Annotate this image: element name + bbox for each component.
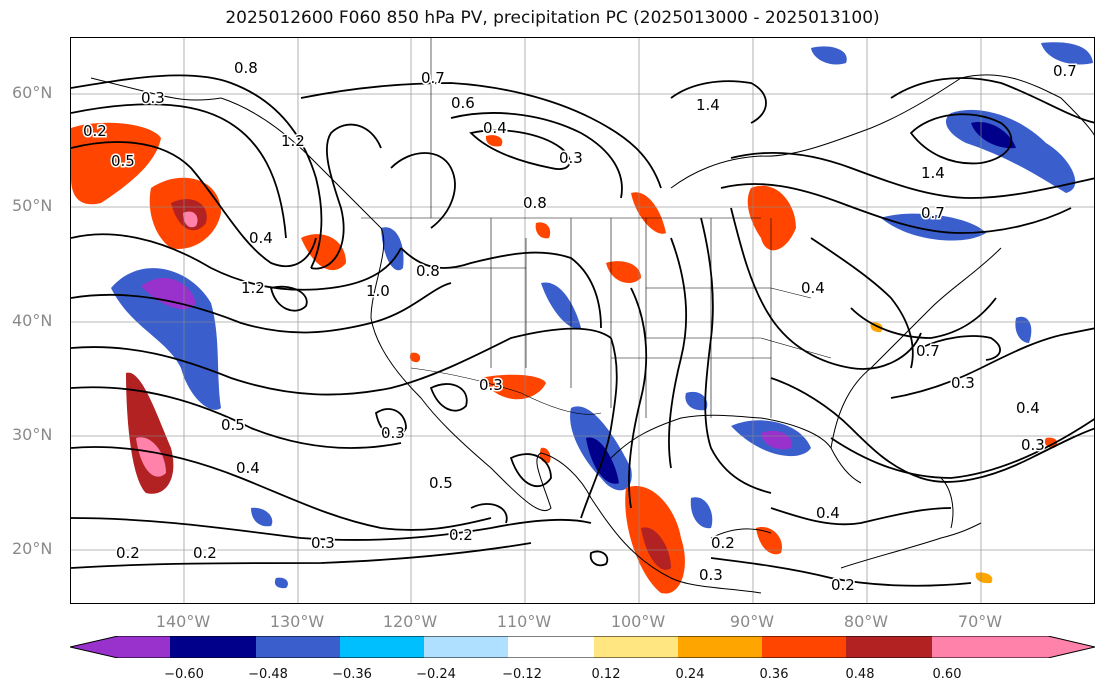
- lon-label: 110°W: [496, 612, 552, 631]
- contour-label: 0.2: [116, 544, 140, 562]
- colorbar: [70, 636, 1095, 658]
- colorbar-tick: −0.12: [502, 667, 542, 682]
- colorbar-segment-9: [846, 636, 932, 658]
- colorbar-tick: −0.36: [332, 667, 372, 682]
- graticule: [71, 38, 1094, 603]
- contour-label: 0.2: [449, 526, 473, 544]
- lat-label: 50°N: [12, 196, 53, 215]
- colorbar-tick: −0.60: [164, 667, 204, 682]
- contour-label: 0.2: [193, 544, 217, 562]
- lat-label: 30°N: [12, 425, 53, 444]
- lon-label: 130°W: [269, 612, 325, 631]
- contour-label: 0.7: [421, 69, 445, 87]
- colorbar-tick: −0.24: [416, 667, 456, 682]
- contour-label: 0.7: [1053, 62, 1077, 80]
- contour-label: 0.5: [429, 474, 453, 492]
- lon-label: 100°W: [610, 612, 666, 631]
- contour-label: 0.4: [483, 119, 507, 137]
- contour-label: 0.4: [249, 229, 273, 247]
- contour-label: 0.3: [141, 89, 165, 107]
- lon-label: 90°W: [729, 612, 775, 631]
- lon-label: 120°W: [382, 612, 438, 631]
- colorbar-segment-7: [678, 636, 762, 658]
- contour-label: 0.2: [831, 576, 855, 594]
- colorbar-segment-1: [170, 636, 256, 658]
- colorbar-tick: 0.60: [932, 667, 962, 682]
- contour-label: 0.4: [1016, 399, 1040, 417]
- contour-label: 0.7: [921, 204, 945, 222]
- lat-label: 40°N: [12, 311, 53, 330]
- contour-label: 0.2: [711, 534, 735, 552]
- political-borders: [361, 38, 832, 418]
- plot-title: 2025012600 F060 850 hPa PV, precipitatio…: [225, 8, 880, 28]
- contour-label: 0.5: [221, 416, 245, 434]
- coastlines: [90, 74, 1094, 594]
- contour-label: 1.4: [921, 164, 945, 182]
- contour-label: 0.3: [311, 534, 335, 552]
- contour-label: 1.4: [696, 96, 720, 114]
- contour-label: 0.3: [559, 149, 583, 167]
- lat-label: 20°N: [12, 539, 53, 558]
- colorbar-tick: 0.12: [591, 667, 621, 682]
- lat-label: 60°N: [12, 83, 53, 102]
- lon-label: 70°W: [957, 612, 1003, 631]
- map-canvas: 0.8 0.3 0.2 0.5 1.2 0.4 1.2 0.7 0.6 0.4 …: [71, 38, 1094, 603]
- precip-positive-shading: [71, 122, 1058, 594]
- contour-label: 1.2: [281, 132, 305, 150]
- colorbar-segment-10: [932, 636, 1095, 658]
- contour-label: 1.2: [241, 279, 265, 297]
- contour-label: 0.4: [801, 279, 825, 297]
- contour-label: 0.3: [951, 374, 975, 392]
- colorbar-segment-2: [256, 636, 340, 658]
- colorbar-segment-8: [762, 636, 846, 658]
- map-panel[interactable]: 0.8 0.3 0.2 0.5 1.2 0.4 1.2 0.7 0.6 0.4 …: [70, 37, 1095, 604]
- contour-label: 0.5: [111, 152, 135, 170]
- contour-label: 0.8: [416, 262, 440, 280]
- pv-contours: [71, 74, 1094, 587]
- contour-label: 0.2: [83, 122, 107, 140]
- lon-label: 140°W: [155, 612, 211, 631]
- colorbar-tick: 0.36: [759, 667, 789, 682]
- precip-negative-shading: [111, 42, 1093, 589]
- contour-label: 1.0: [366, 282, 390, 300]
- colorbar-tick: 0.24: [675, 667, 705, 682]
- colorbar-segment-4: [424, 636, 508, 658]
- contour-label: 0.7: [916, 342, 940, 360]
- colorbar-segment-0: [70, 636, 170, 658]
- colorbar-segment-3: [340, 636, 424, 658]
- contour-label: 0.8: [523, 194, 547, 212]
- contour-label: 0.3: [381, 424, 405, 442]
- contour-label: 0.3: [1021, 436, 1045, 454]
- colorbar-segment-6: [594, 636, 678, 658]
- colorbar-segment-5: [508, 636, 594, 658]
- lon-label: 80°W: [843, 612, 889, 631]
- contour-label: 0.8: [234, 59, 258, 77]
- contour-label-group: 0.8 0.3 0.2 0.5 1.2 0.4 1.2 0.7 0.6 0.4 …: [82, 58, 1079, 596]
- colorbar-tick: 0.48: [845, 667, 875, 682]
- contour-label: 0.3: [479, 376, 503, 394]
- contour-label: 0.4: [816, 504, 840, 522]
- contour-label: 0.6: [451, 94, 475, 112]
- contour-label: 0.4: [236, 459, 260, 477]
- contour-label: 0.3: [699, 566, 723, 584]
- colorbar-tick: −0.48: [248, 667, 288, 682]
